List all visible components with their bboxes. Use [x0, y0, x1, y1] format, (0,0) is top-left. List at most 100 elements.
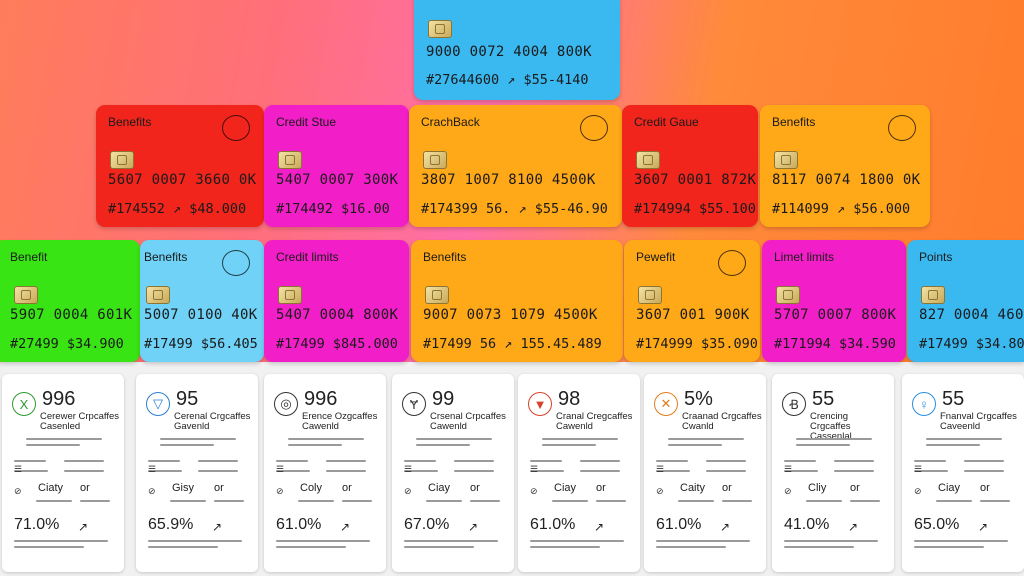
top-card[interactable]: 9000 0072 4004 800K #27644600 ↗ $55-4140 [414, 0, 620, 100]
stat-small-icon: ⊘ [914, 486, 922, 496]
stat-percent: 61.0% [276, 516, 322, 533]
divider [914, 540, 1008, 542]
arrow-icon: ↗ [848, 520, 859, 534]
divider [806, 500, 842, 502]
stat-percent: 71.0% [14, 516, 60, 533]
card-name: Points [919, 250, 953, 264]
chip-icon [423, 151, 447, 169]
divider [542, 444, 596, 446]
divider [36, 500, 72, 502]
divider [326, 470, 366, 472]
card-benefits-lightblue[interactable]: Benefits 5007 0100 40K #17499 $56.405 [140, 240, 264, 362]
stat-title: Cerenal Crgcaffes Gavenld [174, 411, 251, 432]
arrow-icon: ↗ [468, 520, 479, 534]
card-credit-gaue[interactable]: Credit Gaue 3607 0001 872K #174994 $55.1… [622, 105, 758, 227]
stat-score: 55 [942, 388, 965, 410]
divider [980, 500, 1010, 502]
divider [148, 460, 180, 462]
stat-small-icon: ⊘ [148, 486, 156, 496]
stat-icon: ♀ [912, 392, 936, 416]
card-credit-stue[interactable]: Credit Stue 5407 0007 300K #174492 $16.0… [264, 105, 409, 227]
stat-percent: 65.9% [148, 516, 194, 533]
stat-title: Crencing Crgcaffes Cassenlal [810, 411, 852, 442]
stat-city: Ciaty [38, 482, 64, 494]
stat-percent: 67.0% [404, 516, 450, 533]
card-name: Limet limits [774, 250, 835, 264]
divider [914, 470, 948, 472]
card-credit-limits[interactable]: Credit limits 5407 0004 800K #17499 $845… [264, 240, 409, 362]
stat-card[interactable]: ♀ 55 Fnanval Crgcaffes Caveenld ☰ ⊘ Ciay… [902, 374, 1024, 572]
circle-icon [718, 250, 746, 276]
arrow-icon: ↗ [212, 520, 223, 534]
divider [26, 444, 80, 446]
card-limet-limits[interactable]: Limet limits 5707 0007 800K #171994 $34.… [762, 240, 906, 362]
circle-icon [222, 115, 250, 141]
stat-card[interactable]: ◎ 996 Erence Ozgcaffes Cawenld ☰ ⊘ Coly … [264, 374, 386, 572]
stat-small-icon: ⊘ [784, 486, 792, 496]
card-meta: #171994 $34.590 [774, 336, 896, 352]
arrow-icon: ↗ [78, 520, 89, 534]
stat-small-icon: ⊘ [530, 486, 538, 496]
divider [26, 438, 102, 440]
divider [784, 470, 818, 472]
divider [148, 546, 218, 548]
stat-city: Caity [680, 482, 706, 494]
card-number: 5407 0007 300K [276, 172, 399, 188]
stat-card[interactable]: X 996 Cerewer Crpcaffes Casenled ☰ ⊘ Cia… [2, 374, 124, 572]
divider [404, 546, 474, 548]
divider [914, 460, 946, 462]
chip-icon [425, 286, 449, 304]
chip-icon [776, 286, 800, 304]
divider [342, 500, 372, 502]
card-benefits-2[interactable]: Benefits 8117 0074 1800 0K #114099 ↗ $56… [760, 105, 930, 227]
card-meta: #17499 56 ↗ 155.45.489 [423, 336, 602, 352]
stat-title: Fnanval Crgcaffes Caveenld [940, 411, 1017, 432]
card-benefit-green[interactable]: Benefit 5907 0004 601K #27499 $34.900 [0, 240, 140, 362]
divider [404, 470, 438, 472]
divider [530, 460, 562, 462]
stat-small-icon: ☰ [784, 464, 793, 474]
divider [784, 546, 854, 548]
circle-icon [888, 115, 916, 141]
arrow-icon: ↗ [594, 520, 605, 534]
divider [148, 470, 182, 472]
card-pewefit[interactable]: Pewefit 3607 001 900K #174999 $35.090 [624, 240, 760, 362]
divider [596, 500, 626, 502]
card-number: 9007 0073 1079 4500K [423, 307, 598, 323]
divider [964, 470, 1004, 472]
divider [706, 460, 746, 462]
chip-icon [110, 151, 134, 169]
divider [160, 438, 236, 440]
card-cashback[interactable]: CrachBack 3807 1007 8100 4500K #174399 5… [409, 105, 622, 227]
divider [926, 438, 1002, 440]
divider [326, 460, 366, 462]
stat-city-value: or [342, 482, 352, 494]
stat-card[interactable]: Ɏ 99 Crsenal Crpcaffes Cawenld ☰ ⊘ Ciay … [392, 374, 514, 572]
card-number: 5407 0004 800K [276, 307, 399, 323]
stat-percent: 41.0% [784, 516, 830, 533]
card-name: Credit Gaue [634, 115, 699, 129]
stat-title: Erence Ozgcaffes Cawenld [302, 411, 378, 432]
divider [656, 470, 690, 472]
arrow-icon: ↗ [978, 520, 989, 534]
stat-card[interactable]: ✕ 5% Craanad Crgcaffes Cwanld ☰ ⊘ Caity … [644, 374, 766, 572]
stat-card[interactable]: ▼ 98 Cranal Cregcaffes Cawenld ☰ ⊘ Ciay … [518, 374, 640, 572]
divider [796, 444, 850, 446]
card-number: 5907 0004 601K [10, 307, 133, 323]
card-number: 8117 0074 1800 0K [772, 172, 921, 188]
card-benefits-1[interactable]: Benefits 5607 0007 3660 0K #174552 ↗ $48… [96, 105, 264, 227]
divider [416, 438, 492, 440]
stat-title: Crsenal Crpcaffes Cawenld [430, 411, 506, 432]
stat-score: 5% [684, 388, 713, 410]
chip-icon [146, 286, 170, 304]
card-points[interactable]: Points 827 0004 4600 #17499 $34.80 [907, 240, 1024, 362]
stat-score: 95 [176, 388, 199, 410]
stat-card[interactable]: ▽ 95 Cerenal Crgcaffes Gavenld ☰ ⊘ Gisy … [136, 374, 258, 572]
divider [416, 444, 470, 446]
stat-score: 996 [304, 388, 338, 410]
stat-small-icon: ☰ [530, 464, 539, 474]
stat-small-icon: ☰ [276, 464, 285, 474]
card-benefits-orange[interactable]: Benefits 9007 0073 1079 4500K #17499 56 … [411, 240, 623, 362]
divider [426, 500, 462, 502]
stat-card[interactable]: Ꞗ 55 Crencing Crgcaffes Cassenlal ☰ ⊘ Cl… [772, 374, 894, 572]
